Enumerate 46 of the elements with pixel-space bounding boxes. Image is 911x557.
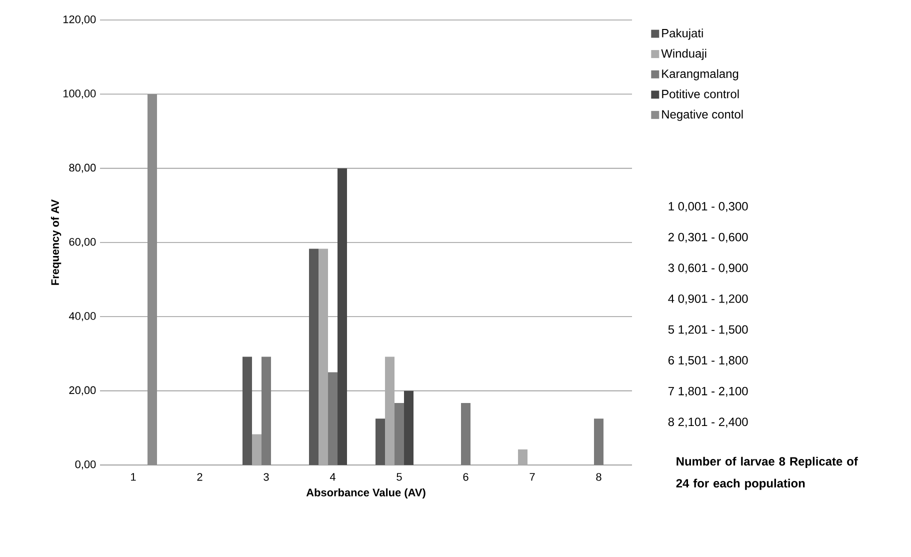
bar — [594, 418, 604, 465]
y-tick-label: 60,00 — [69, 238, 96, 248]
y-tick-label: 40,00 — [68, 312, 96, 322]
y-tick-label: 120,00 — [63, 15, 96, 25]
legend-label: Negative contol — [662, 110, 743, 121]
x-tick-label: 5 — [396, 473, 402, 481]
y-tick-label: 80,00 — [69, 164, 96, 173]
text: 3 0,601 - 0,900 — [668, 264, 748, 274]
text: 2 0,301 - 0,600 — [668, 232, 748, 243]
x-axis-title: Absorbance Value (AV) — [306, 488, 426, 499]
bar — [262, 356, 272, 465]
bar — [318, 248, 328, 465]
text: 8 2,101 - 2,400 — [668, 418, 748, 428]
bar — [518, 449, 528, 465]
bar — [376, 418, 386, 465]
x-tick-label: 6 — [463, 473, 468, 481]
legend-label: Potitive control — [662, 90, 739, 98]
text: Number of larvae 8 Replicate of 24 for each population — [676, 456, 858, 490]
y-tick-label: 20,00 — [69, 386, 96, 396]
text: 6 1,501 - 1,800 — [668, 356, 748, 366]
bar — [404, 390, 414, 465]
bar — [252, 434, 262, 465]
bar — [328, 372, 338, 465]
bar — [242, 356, 252, 465]
text: 4 0,901 - 1,200 — [668, 294, 748, 304]
x-tick-label: 7 — [530, 473, 535, 481]
bar — [338, 168, 348, 465]
bar — [148, 94, 158, 465]
y-tick-label: 100,00 — [63, 90, 96, 99]
legend-label: Karangmalang — [662, 69, 738, 80]
y-tick-label: 0,00 — [75, 460, 96, 470]
text: 5 1,201 - 1,500 — [668, 325, 748, 336]
bar — [309, 248, 319, 465]
text: 1 0,001 - 0,300 — [668, 202, 748, 212]
x-tick-label: 3 — [264, 473, 269, 481]
bar — [394, 403, 404, 465]
x-tick-label: 2 — [197, 473, 202, 481]
bar — [385, 356, 395, 465]
legend-label: Pakujati — [662, 28, 703, 40]
text: 7 1,801 - 2,100 — [668, 386, 748, 397]
x-tick-label: 8 — [596, 473, 602, 481]
legend-label: Winduaji — [661, 48, 706, 60]
bar — [461, 403, 471, 465]
x-tick-label: 4 — [330, 473, 336, 481]
y-axis-title: Frequency of AV — [50, 199, 62, 285]
x-tick-label: 1 — [131, 473, 136, 481]
